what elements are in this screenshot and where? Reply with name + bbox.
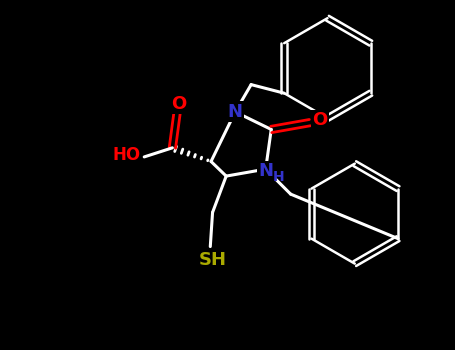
- Text: N: N: [258, 162, 273, 180]
- Text: O: O: [312, 111, 328, 130]
- Text: N: N: [228, 103, 243, 121]
- Text: O: O: [172, 95, 187, 113]
- Text: HO: HO: [113, 146, 141, 164]
- Text: SH: SH: [198, 251, 227, 269]
- Text: H: H: [273, 170, 284, 184]
